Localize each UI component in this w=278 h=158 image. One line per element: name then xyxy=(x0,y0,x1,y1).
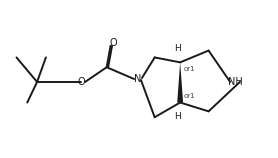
Text: or1: or1 xyxy=(183,93,195,99)
Text: O: O xyxy=(77,77,85,87)
Text: NH: NH xyxy=(228,77,242,87)
Text: N: N xyxy=(134,74,142,84)
Text: O: O xyxy=(110,38,117,48)
Text: H: H xyxy=(174,44,181,53)
Text: or1: or1 xyxy=(183,66,195,72)
Polygon shape xyxy=(177,62,183,103)
Text: H: H xyxy=(174,112,181,121)
